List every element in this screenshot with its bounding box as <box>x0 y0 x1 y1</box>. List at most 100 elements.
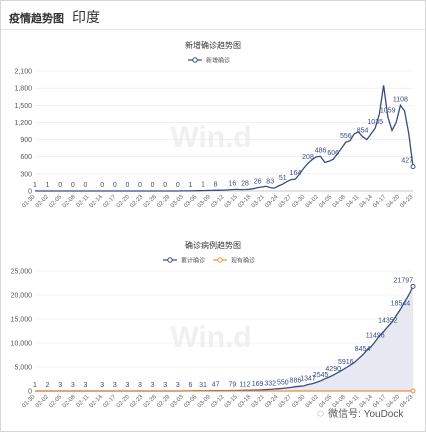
series-endpoint <box>410 164 416 170</box>
data-label: 21797 <box>394 277 414 284</box>
x-tick-label: 03-15 <box>224 194 240 210</box>
legend-label: 累计确诊 <box>181 257 205 265</box>
x-tick-label: 01-30 <box>21 394 37 410</box>
x-tick-label: 03-30 <box>291 194 307 210</box>
data-label: 3 <box>71 382 75 389</box>
data-label: 886 <box>290 378 302 385</box>
x-tick-label: 04-17 <box>372 194 388 210</box>
x-tick-label: 03-21 <box>251 194 267 210</box>
legend-marker <box>167 257 173 263</box>
data-label: 332 <box>264 380 276 387</box>
data-label: 3 <box>58 382 62 389</box>
y-tick-label: 1,800 <box>14 86 32 93</box>
data-label: 0 <box>151 182 155 189</box>
x-tick-label: 03-27 <box>278 394 294 410</box>
x-tick-label: 02-05 <box>48 394 64 410</box>
x-tick-label: 02-23 <box>129 194 145 210</box>
header: 疫情趋势图 印度 <box>9 7 100 27</box>
x-tick-label: 02-26 <box>143 394 159 410</box>
x-tick-label: 02-02 <box>35 194 51 210</box>
data-label: 79 <box>229 382 237 389</box>
data-label: 854 <box>357 128 369 135</box>
data-label: 6 <box>188 382 192 389</box>
x-tick-label: 02-26 <box>143 194 159 210</box>
data-label: 1 <box>33 382 37 389</box>
data-label: 2545 <box>313 372 329 379</box>
x-tick-label: 03-18 <box>237 394 253 410</box>
x-tick-label: 03-18 <box>237 194 253 210</box>
chart-watermark: Win.d <box>170 121 251 154</box>
x-tick-label: 02-17 <box>102 194 118 210</box>
account-text: 微信号: YouDock <box>328 409 404 420</box>
data-label: 0 <box>100 182 104 189</box>
y-tick-label: 0 <box>28 189 32 196</box>
data-label: 28 <box>241 181 249 188</box>
data-label: 1 <box>201 182 205 189</box>
series-line <box>34 85 414 192</box>
data-label: 208 <box>302 154 314 161</box>
data-label: 3 <box>163 382 167 389</box>
data-label: 3 <box>138 382 142 389</box>
data-label: 8454 <box>355 346 371 353</box>
header-country: 印度 <box>72 9 100 25</box>
x-tick-label: 03-12 <box>210 194 226 210</box>
legend-marker <box>217 257 223 263</box>
data-label: 51 <box>279 175 287 182</box>
x-tick-label: 04-14 <box>359 194 375 210</box>
y-tick-label: 5,000 <box>14 365 32 372</box>
data-label: 3 <box>113 382 117 389</box>
x-tick-label: 02-17 <box>102 394 118 410</box>
data-label: 8 <box>214 181 218 188</box>
data-label: 3 <box>151 382 155 389</box>
x-tick-label: 03-09 <box>197 394 213 410</box>
x-tick-label: 03-27 <box>278 194 294 210</box>
y-tick-label: 25,000 <box>11 269 33 276</box>
data-label: 112 <box>239 381 250 388</box>
x-tick-label: 02-29 <box>156 194 172 210</box>
x-tick-label: 04-05 <box>318 194 334 210</box>
data-label: 1 <box>33 182 37 189</box>
data-label: 3 <box>83 382 87 389</box>
data-label: 550 <box>277 379 289 386</box>
data-label: 1347 <box>300 376 316 383</box>
x-tick-label: 03-30 <box>291 394 307 410</box>
data-label: 0 <box>163 182 167 189</box>
x-tick-label: 03-06 <box>183 194 199 210</box>
legend-label: 现有确诊 <box>231 257 255 265</box>
x-tick-label: 03-12 <box>210 394 226 410</box>
data-label: 14352 <box>378 318 398 325</box>
y-tick-label: 0 <box>28 389 32 396</box>
x-tick-label: 03-03 <box>170 394 186 410</box>
x-tick-label: 02-02 <box>35 394 51 410</box>
data-label: 1 <box>46 182 50 189</box>
x-tick-label: 04-23 <box>399 194 415 210</box>
x-tick-label: 01-30 <box>21 194 37 210</box>
data-label: 18544 <box>391 300 411 307</box>
data-label: 83 <box>266 179 274 186</box>
x-tick-label: 04-11 <box>346 194 361 209</box>
x-tick-label: 02-08 <box>62 194 78 210</box>
x-tick-label: 02-20 <box>116 194 132 210</box>
x-tick-label: 02-05 <box>48 194 64 210</box>
data-label: 0 <box>83 182 87 189</box>
x-tick-label: 03-24 <box>264 194 280 210</box>
data-label: 4290 <box>325 366 341 373</box>
data-label: 606 <box>327 150 339 157</box>
x-tick-label: 02-20 <box>116 394 132 410</box>
x-tick-label: 02-11 <box>76 194 91 209</box>
x-tick-label: 03-09 <box>197 194 213 210</box>
data-label: 0 <box>125 182 129 189</box>
x-tick-label: 03-21 <box>251 394 267 410</box>
data-label: 47 <box>212 382 220 389</box>
data-label: 3 <box>100 382 104 389</box>
account-watermark: ◌ 微信号: YouDock <box>317 405 404 421</box>
y-tick-label: 10,000 <box>11 341 33 348</box>
data-label: 16 <box>229 181 237 188</box>
y-tick-label: 300 <box>20 171 32 178</box>
header-divider <box>1 29 425 30</box>
data-label: 169 <box>252 381 264 388</box>
header-title: 疫情趋势图 <box>9 13 64 25</box>
x-tick-label: 02-14 <box>89 394 105 410</box>
